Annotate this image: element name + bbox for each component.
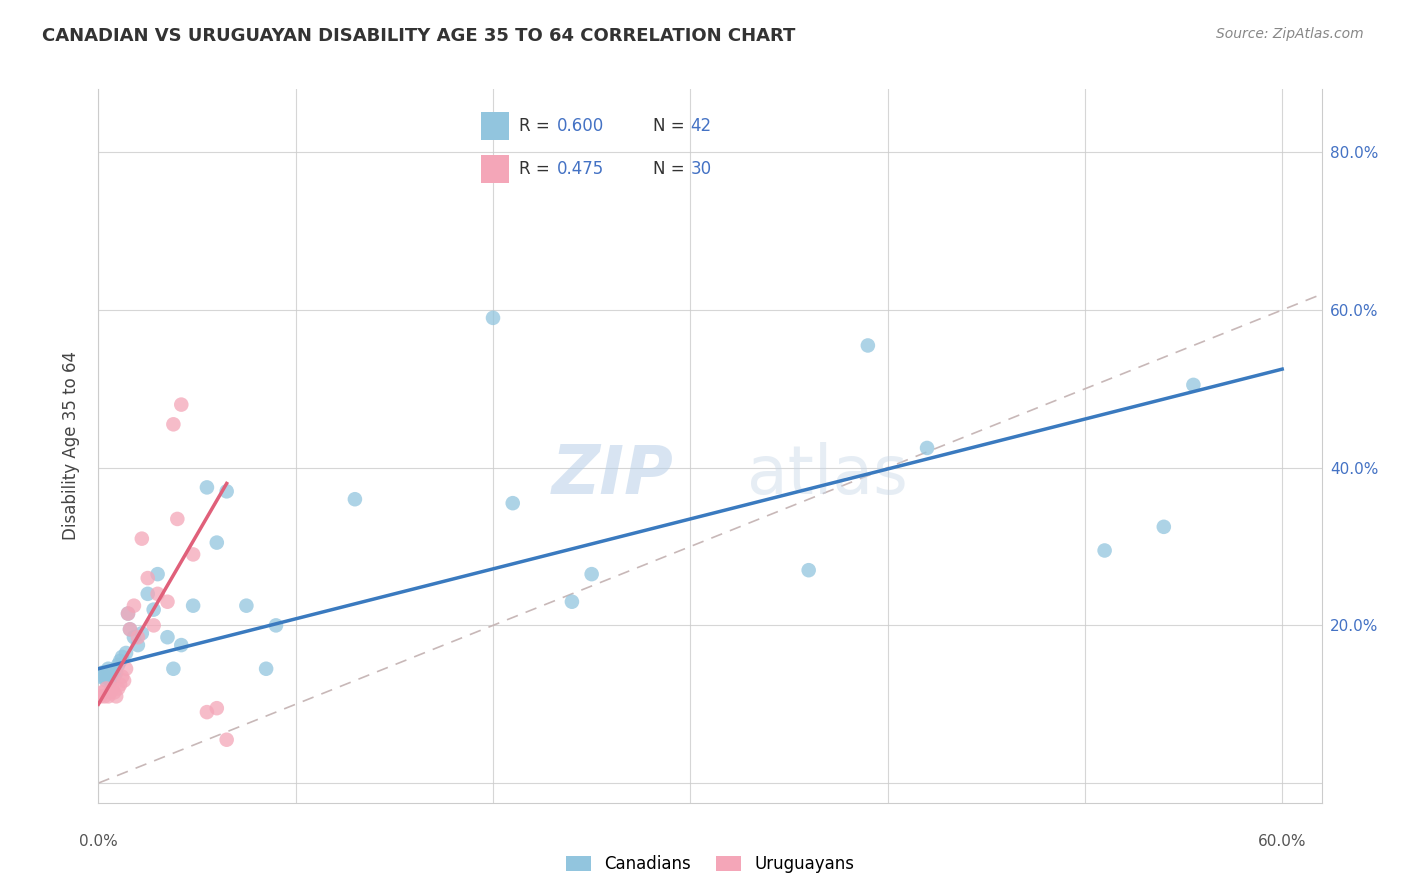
Point: [142, 618, 165, 632]
Point: [915, 441, 938, 455]
Point: [127, 638, 149, 652]
Point: [170, 638, 193, 652]
Y-axis label: Disability Age 35 to 64: Disability Age 35 to 64: [62, 351, 80, 541]
Point: [142, 602, 165, 616]
Point: [122, 630, 145, 644]
Point: [105, 665, 128, 680]
Point: [170, 398, 193, 412]
Point: [111, 670, 134, 684]
Point: [162, 417, 184, 432]
Point: [235, 599, 257, 613]
Point: [856, 338, 879, 352]
Point: [122, 599, 145, 613]
Point: [117, 607, 139, 621]
Point: [96, 681, 118, 696]
Point: [107, 681, 129, 696]
Point: [101, 665, 124, 680]
Text: atlas: atlas: [747, 442, 908, 508]
Point: [146, 567, 169, 582]
Point: [156, 595, 179, 609]
Point: [146, 587, 169, 601]
Point: [93, 670, 115, 684]
Point: [108, 654, 131, 668]
Point: [264, 618, 287, 632]
Point: [482, 310, 505, 325]
Point: [195, 480, 218, 494]
Point: [215, 732, 238, 747]
Point: [108, 677, 131, 691]
Point: [96, 673, 118, 688]
Point: [502, 496, 524, 510]
Point: [205, 701, 228, 715]
Point: [107, 657, 129, 672]
Point: [166, 512, 188, 526]
Point: [131, 532, 153, 546]
Point: [98, 685, 121, 699]
Point: [111, 649, 134, 664]
Point: [581, 567, 603, 582]
Point: [93, 690, 115, 704]
Point: [91, 685, 114, 699]
Point: [1094, 543, 1116, 558]
Point: [97, 690, 120, 704]
Point: [127, 630, 149, 644]
Point: [101, 681, 124, 696]
Point: [797, 563, 820, 577]
Point: [136, 587, 159, 601]
Point: [131, 626, 153, 640]
Point: [118, 623, 141, 637]
Text: 60.0%: 60.0%: [1258, 834, 1306, 849]
Point: [1153, 520, 1175, 534]
Legend: Canadians, Uruguayans: Canadians, Uruguayans: [560, 849, 860, 880]
Point: [97, 662, 120, 676]
Point: [112, 673, 135, 688]
Point: [89, 670, 111, 684]
Point: [1182, 377, 1205, 392]
Point: [105, 690, 128, 704]
Point: [254, 662, 277, 676]
Point: [103, 685, 125, 699]
Point: [561, 595, 583, 609]
Text: ZIP: ZIP: [551, 442, 673, 508]
Text: 0.0%: 0.0%: [79, 834, 118, 849]
Point: [136, 571, 159, 585]
Point: [118, 623, 141, 637]
Point: [156, 630, 179, 644]
Point: [195, 705, 218, 719]
Point: [98, 673, 121, 688]
Point: [205, 535, 228, 549]
Point: [181, 599, 204, 613]
Text: CANADIAN VS URUGUAYAN DISABILITY AGE 35 TO 64 CORRELATION CHART: CANADIAN VS URUGUAYAN DISABILITY AGE 35 …: [42, 27, 796, 45]
Point: [343, 492, 366, 507]
Point: [215, 484, 238, 499]
Point: [115, 646, 138, 660]
Point: [181, 548, 204, 562]
Point: [89, 690, 111, 704]
Point: [91, 665, 114, 680]
Point: [162, 662, 184, 676]
Point: [115, 662, 138, 676]
Point: [117, 607, 139, 621]
Text: Source: ZipAtlas.com: Source: ZipAtlas.com: [1216, 27, 1364, 41]
Point: [103, 670, 125, 684]
